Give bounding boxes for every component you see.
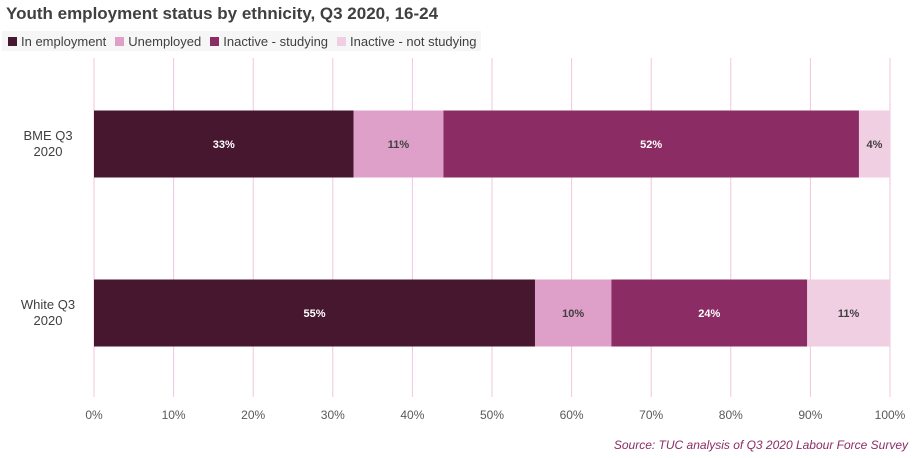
legend-item-in-employment: In employment xyxy=(8,34,106,49)
data-label: 11% xyxy=(388,139,410,151)
x-tick-label: 60% xyxy=(560,408,584,422)
bar-inactive-studying-white-q3-2020 xyxy=(611,279,808,347)
legend-item-inactive-not-studying: Inactive - not studying xyxy=(337,33,477,49)
data-label: 10% xyxy=(562,308,584,320)
bar-inactive-studying-bme-q3-2020 xyxy=(443,110,859,178)
legend-swatch xyxy=(210,36,220,46)
chart-legend: In employment Unemployed Inactive - studyi… xyxy=(2,31,481,51)
legend-swatch xyxy=(337,36,347,46)
x-tick-label: 70% xyxy=(639,408,663,422)
category-label: BME Q3 2020 xyxy=(23,128,72,159)
data-label: 24% xyxy=(698,308,720,320)
legend-label: Inactive - studying xyxy=(223,33,329,49)
data-label: 55% xyxy=(303,308,325,320)
legend-item-inactive-studying: Inactive - studying xyxy=(210,34,328,49)
bar-inactive-not-studying-white-q3-2020 xyxy=(807,279,890,347)
x-tick-label: 10% xyxy=(162,408,186,422)
x-tick-label: 40% xyxy=(400,408,424,422)
legend-label: Inactive - not studying xyxy=(350,33,477,49)
data-label: 33% xyxy=(213,139,235,151)
bar-inactive-not-studying-bme-q3-2020 xyxy=(858,110,890,178)
category-label: White Q3 2020 xyxy=(21,297,75,328)
data-label: 4% xyxy=(867,139,883,151)
bar-unemployed-bme-q3-2020 xyxy=(353,110,444,178)
x-tick-label: 0% xyxy=(85,408,103,422)
legend-swatch xyxy=(115,36,125,46)
x-tick-label: 80% xyxy=(719,408,743,422)
x-tick-label: 30% xyxy=(321,408,345,422)
data-label: 11% xyxy=(838,308,860,320)
bar-unemployed-white-q3-2020 xyxy=(534,279,612,347)
legend-swatch xyxy=(8,36,17,46)
bar-in-employment-bme-q3-2020 xyxy=(94,110,354,178)
x-tick-label: 90% xyxy=(798,408,822,422)
legend-label: In employment xyxy=(21,33,107,49)
x-tick-label: 50% xyxy=(480,408,504,422)
bar-in-employment-white-q3-2020 xyxy=(94,279,535,347)
legend-item-unemployed: Unemployed xyxy=(115,34,201,49)
chart-source: Source: TUC analysis of Q3 2020 Labour F… xyxy=(613,438,908,452)
x-tick-label: 100% xyxy=(875,408,906,422)
chart-title: Youth employment status by ethnicity, Q3… xyxy=(6,4,439,23)
data-label: 52% xyxy=(640,139,662,151)
legend-label: Unemployed xyxy=(128,33,202,49)
x-tick-label: 20% xyxy=(241,408,265,422)
